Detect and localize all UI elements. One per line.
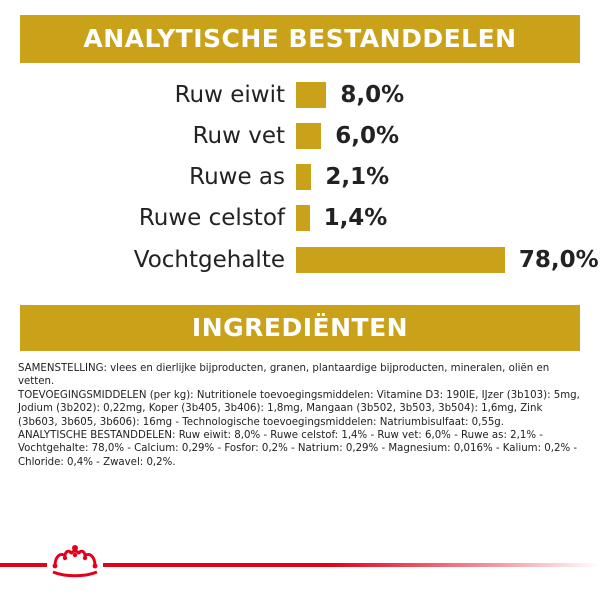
nutrient-row-ash: Ruwe as 2,1%	[0, 160, 600, 194]
nutrient-label: Ruw eiwit	[174, 82, 285, 108]
nutrient-label: Ruwe as	[189, 164, 285, 190]
nutrient-bar	[296, 205, 310, 231]
nutrient-value: 1,4%	[323, 205, 388, 231]
nutrient-row-protein: Ruw eiwit 8,0%	[0, 78, 600, 112]
composition-text: SAMENSTELLING: vlees en dierlijke bijpro…	[18, 363, 550, 388]
ingredients-heading-banner: INGREDIËNTEN	[20, 305, 580, 351]
additives-text: TOEVOEGINGSMIDDELEN (per kg): Nutritione…	[18, 389, 580, 428]
nutrient-label: Vochtgehalte	[133, 247, 285, 273]
nutrient-row-fat: Ruw vet 6,0%	[0, 119, 600, 153]
analysis-heading-banner: ANALYTISCHE BESTANDDELEN	[20, 15, 580, 63]
nutrient-value: 78,0%	[518, 247, 599, 273]
nutrient-bar	[296, 123, 322, 149]
nutrient-bar	[296, 247, 505, 273]
nutrient-label: Ruw vet	[192, 123, 285, 149]
brand-footer-line	[0, 563, 600, 567]
nutrient-row-moisture: Vochtgehalte 78,0%	[0, 243, 600, 277]
nutrient-value: 2,1%	[325, 164, 390, 190]
royal-canin-crown-icon	[47, 532, 103, 584]
nutrient-bar	[296, 164, 312, 190]
nutrient-label: Ruwe celstof	[138, 205, 285, 231]
analysis-text: ANALYTISCHE BESTANDDELEN: Ruw eiwit: 8,0…	[18, 430, 578, 468]
nutrient-value: 8,0%	[340, 82, 405, 108]
nutrient-value: 6,0%	[335, 123, 400, 149]
nutrient-bar	[296, 82, 327, 108]
ingredients-text: SAMENSTELLING: vlees en dierlijke bijpro…	[18, 362, 584, 469]
nutrient-row-fibre: Ruwe celstof 1,4%	[0, 201, 600, 235]
